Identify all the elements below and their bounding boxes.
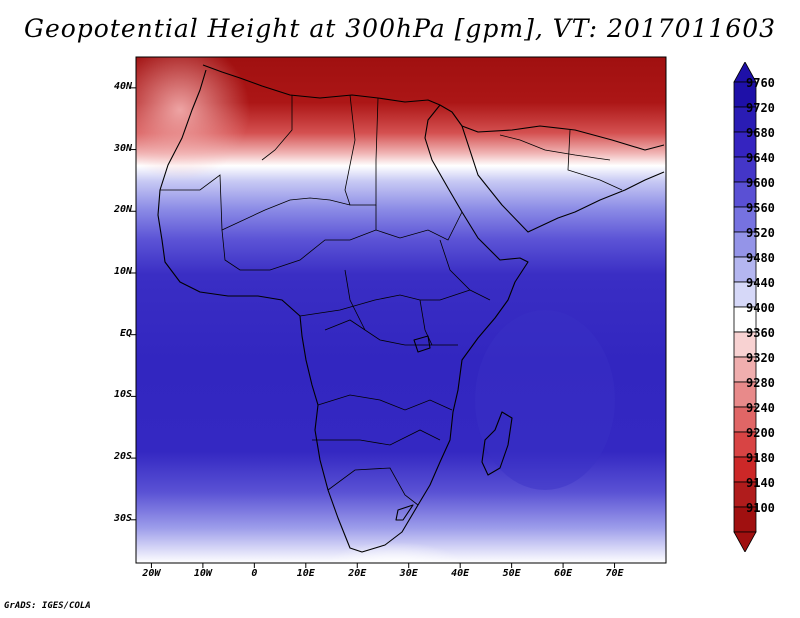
lat-label: 20S <box>113 451 132 463</box>
colorbar-level-label: 9560 <box>746 201 775 215</box>
coastlines <box>157 64 665 553</box>
lon-label: 0 <box>251 568 258 579</box>
lon-label: 10W <box>193 568 212 579</box>
lon-label: 20W <box>142 568 161 579</box>
grads-credit: GrADS: IGES/COLA <box>4 601 91 611</box>
colorbar-min-arrow <box>733 531 757 552</box>
lon-label: 20E <box>348 568 367 579</box>
lon-label: 10E <box>296 568 315 579</box>
plot-frame <box>135 56 667 564</box>
colorbar-level-label: 9180 <box>746 451 775 465</box>
colorbar-level-label: 9680 <box>746 126 775 140</box>
western-ridge-shading <box>136 57 250 180</box>
lat-label: 10S <box>113 389 132 401</box>
lat-label: 40N <box>113 80 132 92</box>
colorbar-level-label: 9140 <box>746 476 775 490</box>
colorbar-level-label: 9200 <box>746 426 775 440</box>
latitude-ticks <box>131 87 136 521</box>
lat-label: EQ <box>119 327 132 339</box>
lon-label: 50E <box>502 568 521 579</box>
southern-low-shading <box>326 542 464 563</box>
lon-label: 40E <box>451 568 470 579</box>
longitude-ticks <box>150 563 616 568</box>
lon-label: 70E <box>605 568 624 579</box>
map-title: Geopotential Height at 300hPa [gpm], VT:… <box>23 14 777 43</box>
lat-label: 10N <box>113 265 132 277</box>
country-borders <box>160 94 623 506</box>
lat-label: 30N <box>113 142 132 154</box>
lon-label: 60E <box>554 568 573 579</box>
colorbar-level-label: 9760 <box>746 76 775 90</box>
lat-label: 20N <box>113 204 132 216</box>
colorbar-level-label: 9400 <box>746 301 775 315</box>
colorbar-level-label: 9100 <box>746 501 775 515</box>
colorbar-level-label: 9320 <box>746 351 775 365</box>
colorbar-level-label: 9440 <box>746 276 775 290</box>
colorbar-level-label: 9720 <box>746 101 775 115</box>
colorbar-level-label: 9240 <box>746 401 775 415</box>
colorbar-level-label: 9520 <box>746 226 775 240</box>
lon-label: 30E <box>399 568 418 579</box>
colorbar-level-label: 9600 <box>746 176 775 190</box>
colorbar-level-label: 9280 <box>746 376 775 390</box>
colorbar-level-label: 9360 <box>746 326 775 340</box>
lat-label: 30S <box>113 512 132 524</box>
indian-ocean-shading <box>475 310 615 490</box>
colorbar-level-label: 9640 <box>746 151 775 165</box>
colorbar-level-label: 9480 <box>746 251 775 265</box>
colorbar <box>733 62 757 552</box>
